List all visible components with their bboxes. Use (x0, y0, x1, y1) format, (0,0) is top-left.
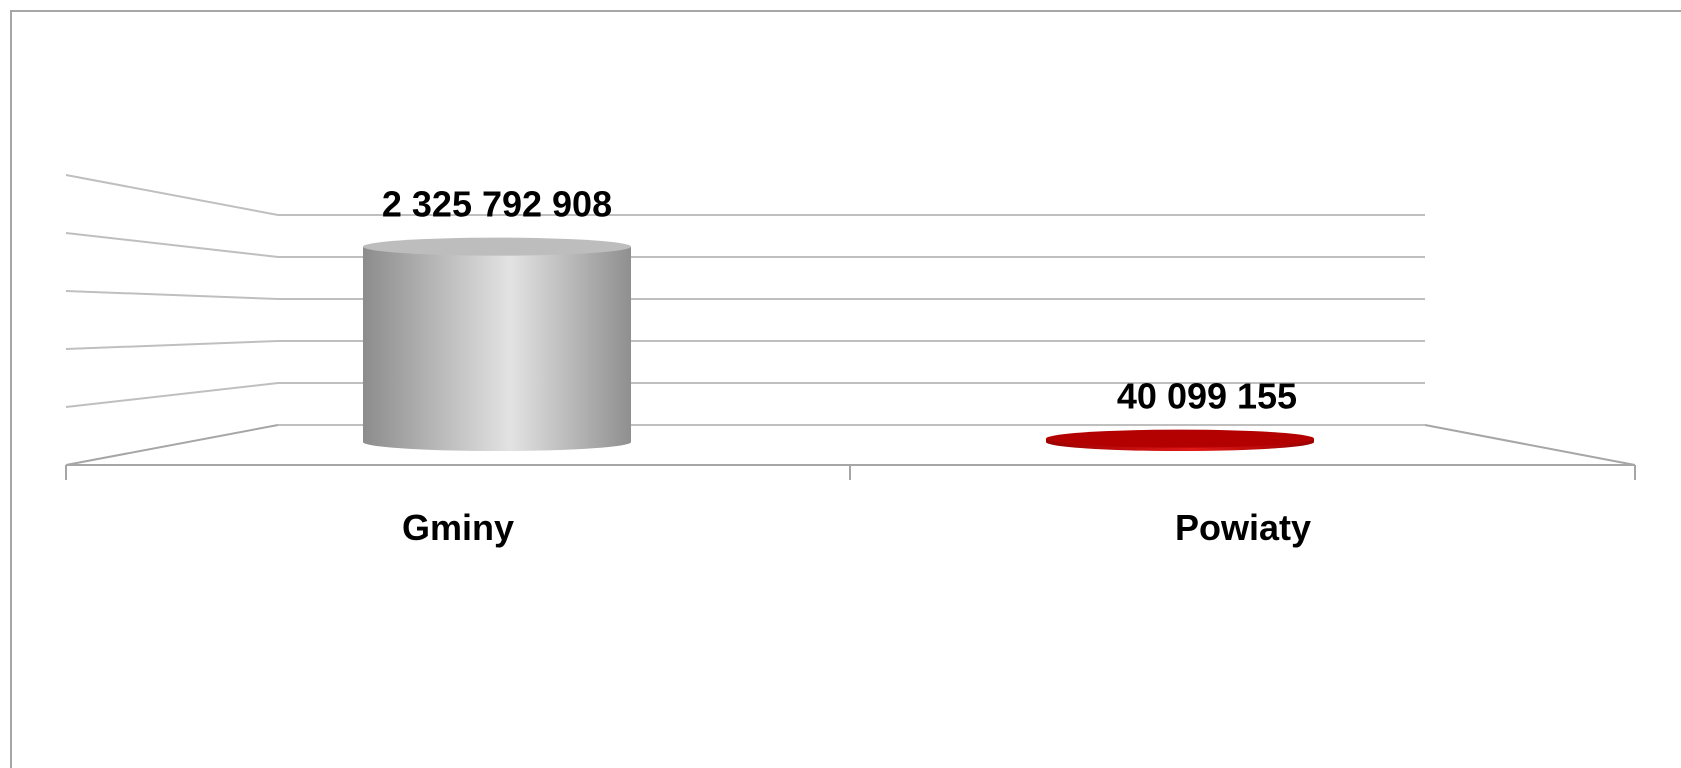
gridlines (65, 174, 1425, 408)
chart-frame (10, 10, 1681, 768)
side-wall-floor-edge (65, 424, 279, 466)
bar-powiaty (1046, 429, 1314, 451)
data-label: 2 325 792 908 (382, 184, 612, 225)
gridline (65, 290, 1425, 300)
gridline (65, 382, 1425, 408)
floor-right-edge (1424, 424, 1636, 466)
category-label: Gminy (402, 507, 514, 548)
bar-gminy (363, 237, 631, 451)
category-label: Powiaty (1175, 507, 1311, 548)
bars (363, 237, 1314, 451)
category-labels: Gminy Powiaty (402, 507, 1311, 548)
bar-top (363, 237, 631, 256)
gridline (65, 232, 1425, 258)
bar-body (363, 246, 631, 451)
data-label: 40 099 155 (1117, 376, 1297, 417)
gridline (65, 340, 1425, 350)
gridline (65, 174, 1425, 216)
bar-top (1046, 429, 1314, 448)
data-labels: 2 325 792 908 40 099 155 (382, 184, 1297, 417)
